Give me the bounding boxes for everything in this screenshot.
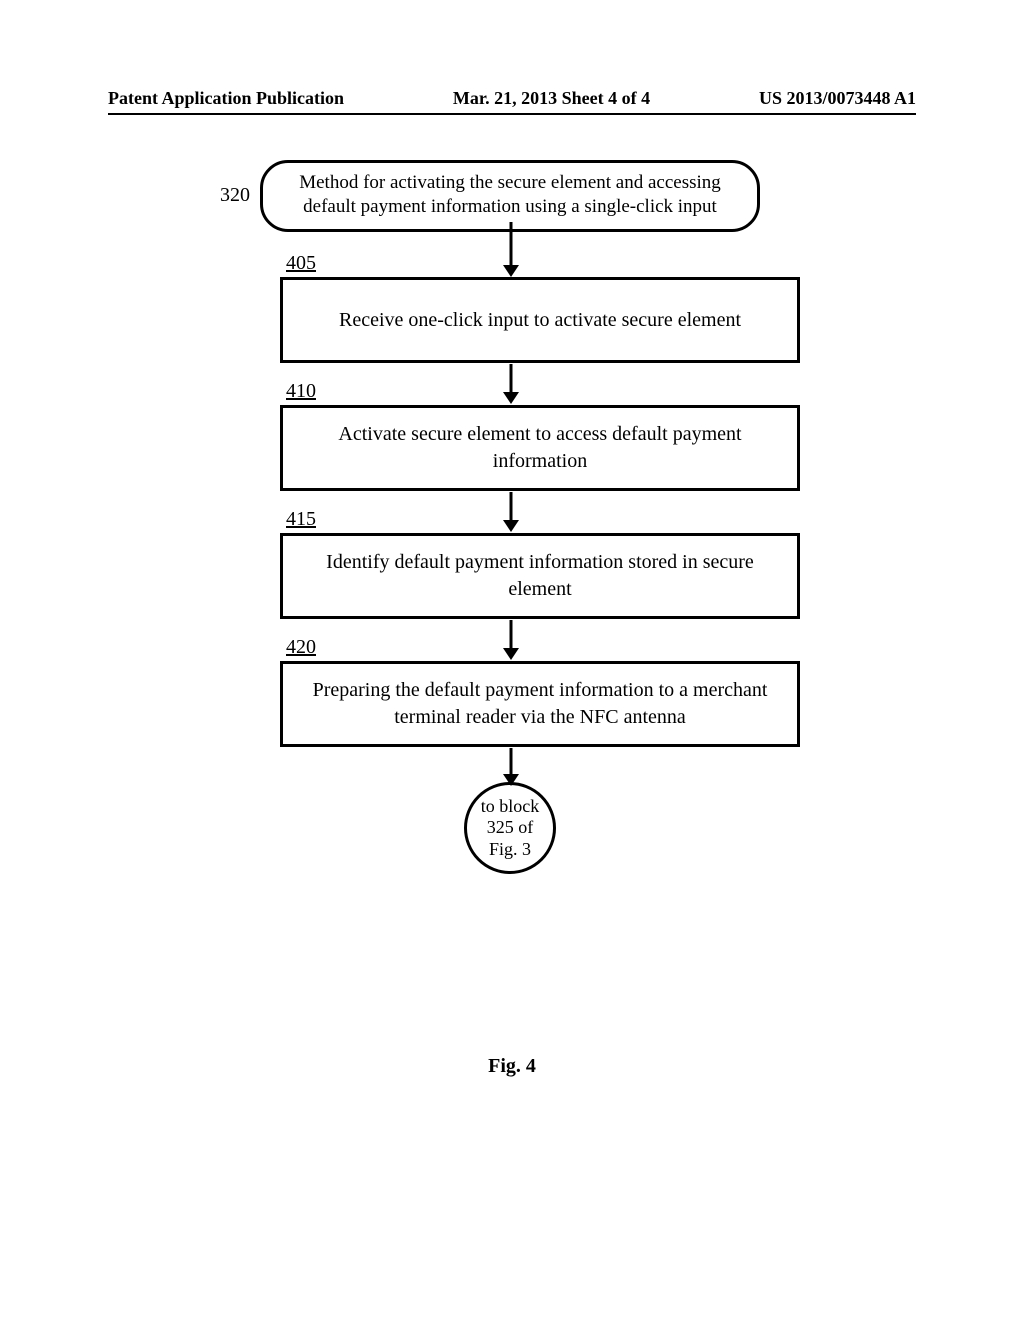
step-box: Activate secure element to access defaul… <box>280 405 800 491</box>
flow-arrow <box>510 620 512 660</box>
start-box: Method for activating the secure element… <box>260 160 760 232</box>
flow-step: 410Activate secure element to access def… <box>280 380 800 491</box>
figure-caption: Fig. 4 <box>0 1055 1024 1078</box>
header-rule <box>108 113 916 115</box>
start-node: 320 Method for activating the secure elem… <box>220 160 760 232</box>
header-left: Patent Application Publication <box>108 88 344 109</box>
header-right: US 2013/0073448 A1 <box>759 88 916 109</box>
flow-arrow <box>510 222 512 277</box>
step-ref-label: 415 <box>280 508 800 531</box>
page-header: Patent Application Publication Mar. 21, … <box>108 88 916 109</box>
flow-step: 420Preparing the default payment informa… <box>280 636 800 747</box>
flow-step: 415Identify default payment information … <box>280 508 800 619</box>
header-center: Mar. 21, 2013 Sheet 4 of 4 <box>453 88 650 109</box>
step-box: Identify default payment information sto… <box>280 533 800 619</box>
step-box: Preparing the default payment informatio… <box>280 661 800 747</box>
step-ref-label: 420 <box>280 636 800 659</box>
end-connector: to block 325 of Fig. 3 <box>464 782 556 874</box>
step-ref-label: 405 <box>280 252 800 275</box>
flow-step: 405Receive one-click input to activate s… <box>280 252 800 363</box>
start-ref-label: 320 <box>220 184 250 207</box>
step-box: Receive one-click input to activate secu… <box>280 277 800 363</box>
flow-arrow <box>510 364 512 404</box>
flow-arrow <box>510 492 512 532</box>
flow-arrow <box>510 748 512 786</box>
step-ref-label: 410 <box>280 380 800 403</box>
